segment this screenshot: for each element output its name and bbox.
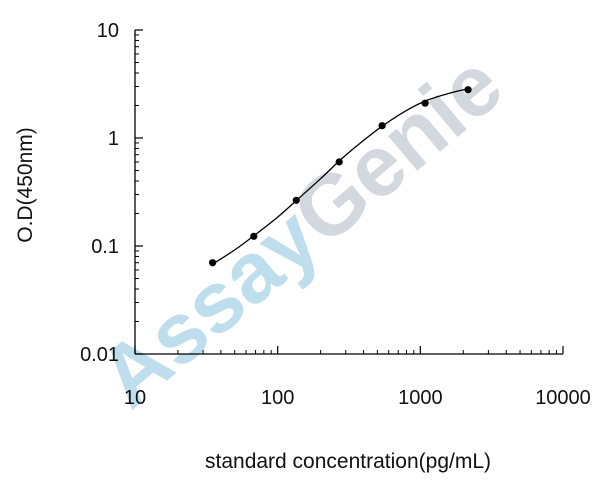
data-point — [421, 99, 429, 107]
y-tick-label: 1 — [108, 128, 119, 150]
x-axis-title: standard concentration(pg/mL) — [205, 450, 491, 473]
y-axis-title: O.D(450nm) — [14, 127, 37, 243]
data-point — [250, 232, 258, 240]
x-tick-label: 100 — [261, 387, 294, 409]
watermark: AssayGenie — [81, 36, 520, 426]
data-point — [335, 158, 343, 166]
watermark-part-1: Assay — [81, 189, 337, 426]
axes — [134, 30, 563, 355]
data-point — [209, 259, 217, 267]
data-point — [378, 122, 386, 130]
y-tick-label: 10 — [97, 20, 119, 42]
svg-text:AssayGenie: AssayGenie — [81, 36, 520, 426]
data-points — [209, 86, 472, 267]
x-axis-ticks: 10 100 1000 10000 — [124, 346, 591, 409]
x-tick-label: 1000 — [398, 387, 443, 409]
y-tick-label: 0.01 — [80, 344, 119, 366]
watermark-part-2: Genie — [275, 36, 520, 263]
data-point — [464, 86, 472, 94]
y-tick-label: 0.1 — [91, 236, 119, 258]
x-tick-label: 10 — [124, 387, 146, 409]
y-axis-ticks: 0.01 0.1 1 10 — [80, 20, 143, 366]
data-point — [292, 196, 300, 204]
x-tick-label: 10000 — [535, 387, 591, 409]
